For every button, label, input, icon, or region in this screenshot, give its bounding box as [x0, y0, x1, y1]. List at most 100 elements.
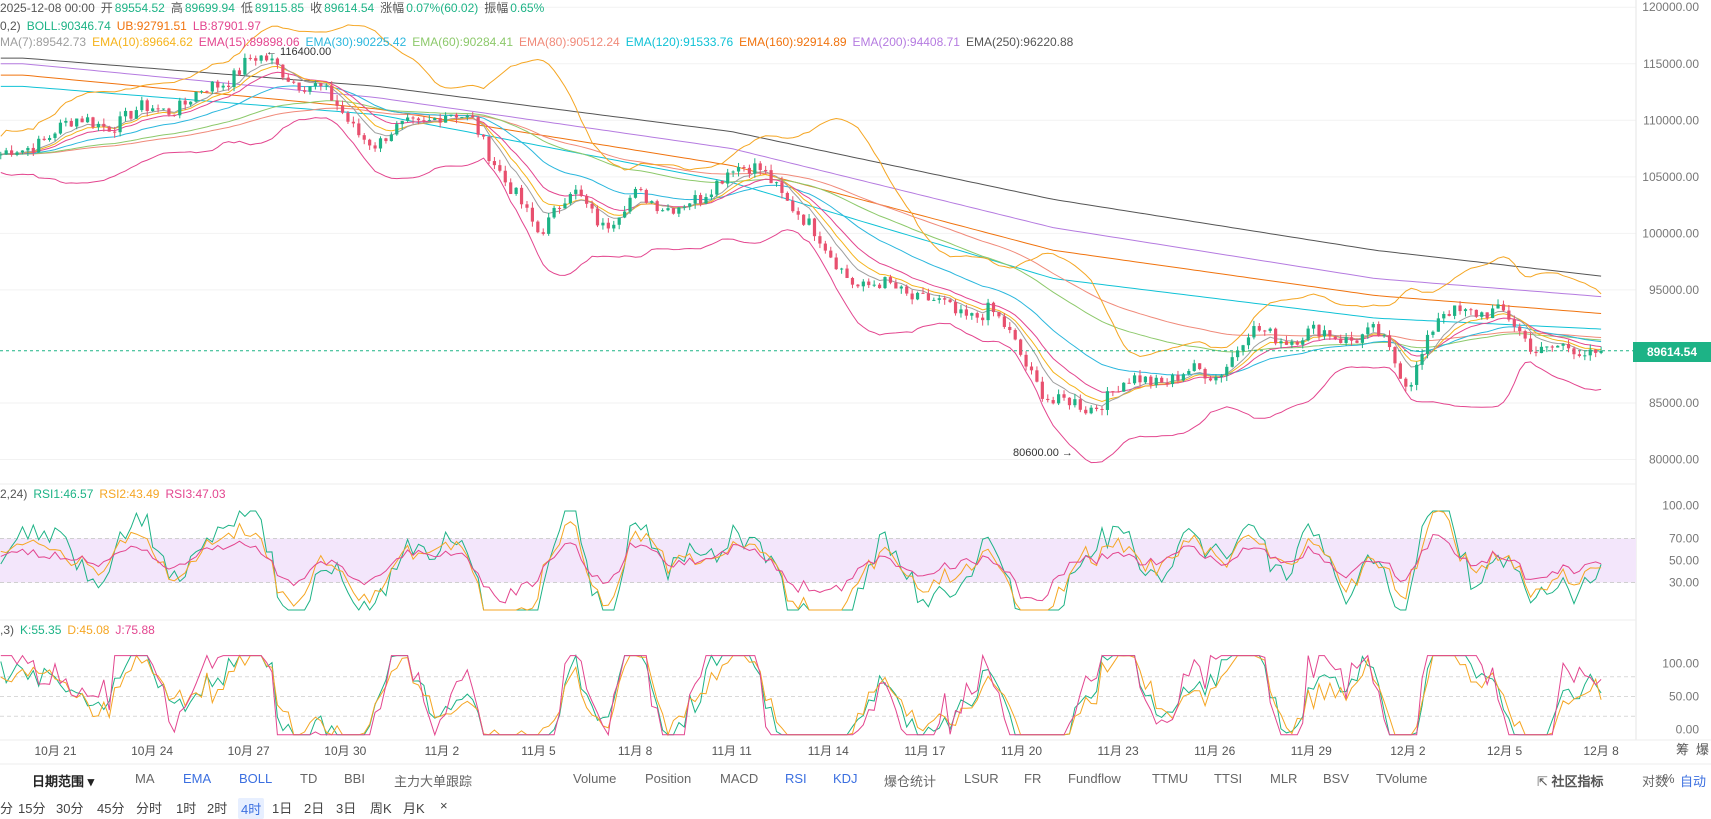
candle-body: [1257, 326, 1261, 331]
date-tick-label: 11月 14: [808, 744, 849, 758]
candle-body: [541, 232, 545, 234]
indicator-ttmu[interactable]: TTMU: [1152, 771, 1189, 786]
indicator-mlr[interactable]: MLR: [1270, 771, 1298, 786]
candle-body: [921, 292, 925, 294]
indicator-rsi[interactable]: RSI: [785, 771, 807, 786]
indicator-fundflow[interactable]: Fundflow: [1068, 771, 1121, 786]
candle-body: [601, 222, 605, 226]
candle-body: [1360, 334, 1365, 343]
date-tick-label: 11月 2: [425, 744, 460, 758]
candle-body: [471, 115, 475, 118]
indicator-lsur[interactable]: LSUR: [964, 771, 999, 786]
candle-body: [1122, 382, 1126, 392]
price-tick-label: 80000.00: [1649, 453, 1699, 467]
candle-body: [492, 161, 497, 166]
period-tab[interactable]: 2日: [304, 801, 325, 816]
candle-body: [362, 135, 366, 140]
candle-body: [1518, 326, 1522, 332]
auto-scale-toggle[interactable]: 自动: [1680, 774, 1707, 789]
candle-body: [1404, 378, 1408, 387]
candle-body: [1165, 382, 1169, 385]
candle-body: [1393, 347, 1397, 364]
candle-body: [433, 118, 437, 121]
candle-body: [1425, 334, 1430, 354]
period-tab[interactable]: 分: [0, 801, 14, 816]
candle-body: [1528, 338, 1533, 352]
candle-body: [1268, 328, 1272, 331]
open-value: 89554.52: [114, 1, 165, 15]
high-label: 高: [170, 1, 183, 15]
candle-body: [254, 58, 258, 61]
candle-body: [1094, 407, 1099, 409]
indicator-bsv[interactable]: BSV: [1323, 771, 1350, 786]
ema-legend-item: MA(7):89542.73: [0, 35, 87, 49]
log-scale-toggle[interactable]: 对数: [1642, 774, 1669, 789]
candle-body: [1046, 398, 1050, 401]
indicator-bbi[interactable]: BBI: [344, 771, 365, 786]
candle-body: [259, 55, 263, 61]
date-tick-label: 11月 11: [712, 744, 753, 758]
change-value: 0.07%(60.02): [406, 1, 479, 15]
candle-body: [378, 138, 383, 149]
candle-body: [796, 211, 800, 215]
candle-body: [411, 117, 415, 119]
indicator-fr[interactable]: FR: [1024, 771, 1042, 786]
low-label: 低: [240, 1, 253, 15]
candle-body: [612, 224, 616, 229]
liquidation-button[interactable]: 爆: [1696, 742, 1710, 757]
indicator-tvolume[interactable]: TVolume: [1376, 771, 1428, 786]
indicator-kdj[interactable]: KDJ: [833, 771, 858, 786]
candle-body: [829, 250, 833, 258]
candle-body: [671, 208, 676, 214]
indicator-ttsi[interactable]: TTSI: [1214, 771, 1243, 786]
indicator-ma[interactable]: MA: [135, 771, 155, 786]
period-tab[interactable]: 30分: [56, 801, 84, 816]
ema120-line: [0, 85, 1602, 330]
candle-body: [351, 121, 355, 124]
period-tab[interactable]: 4时: [238, 798, 265, 819]
period-tab[interactable]: 分时: [136, 801, 163, 816]
indicator-td[interactable]: TD: [300, 771, 318, 786]
kdj-tick-label: 50.00: [1669, 690, 1699, 704]
candle-body: [1496, 304, 1500, 309]
period-tab[interactable]: 3日: [336, 801, 357, 816]
period-tab[interactable]: 月K: [403, 801, 425, 816]
candle-body: [1013, 330, 1017, 340]
candle-body: [1512, 319, 1516, 327]
candle-body: [834, 257, 838, 270]
candle-body: [1355, 340, 1359, 343]
ema15-line: [0, 71, 1602, 393]
indicator-liquidation[interactable]: 爆仓统计: [884, 774, 937, 789]
period-tab[interactable]: 15分: [18, 801, 46, 816]
candle-body: [867, 281, 871, 286]
date-tick-label: 10月 27: [228, 744, 270, 758]
indicator-macd[interactable]: MACD: [720, 771, 759, 786]
percent-scale-toggle[interactable]: %: [1663, 771, 1675, 786]
candle-body: [1322, 330, 1327, 337]
community-indicators-button[interactable]: ⇱ 社区指标: [1537, 771, 1604, 790]
candle-body: [970, 313, 974, 316]
community-label: 社区指标: [1551, 774, 1604, 789]
indicator-boll[interactable]: BOLL: [239, 771, 273, 786]
candle-body: [1550, 346, 1554, 348]
period-tab[interactable]: 周K: [370, 801, 392, 816]
candle-body: [319, 83, 323, 87]
indicator-main-force[interactable]: 主力大单跟踪: [394, 774, 473, 789]
candle-body: [26, 147, 30, 151]
close-icon[interactable]: ×: [440, 798, 448, 813]
period-tab[interactable]: 45分: [97, 801, 125, 816]
indicator-position[interactable]: Position: [645, 771, 692, 786]
candle-body: [1453, 305, 1457, 316]
period-tab[interactable]: 1时: [176, 801, 197, 816]
chips-button[interactable]: 筹: [1676, 742, 1690, 757]
period-tab[interactable]: 1日: [272, 801, 293, 816]
date-range-button[interactable]: 日期范围 ▾: [32, 774, 95, 789]
candle-body: [498, 165, 502, 171]
candle-body: [715, 180, 719, 195]
indicator-volume[interactable]: Volume: [573, 771, 617, 786]
candle-body: [1263, 330, 1267, 332]
period-tab[interactable]: 2时: [207, 801, 228, 816]
indicator-ema[interactable]: EMA: [183, 771, 212, 786]
candle-body: [1192, 363, 1196, 371]
